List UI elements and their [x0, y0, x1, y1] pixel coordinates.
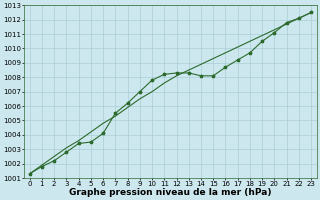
X-axis label: Graphe pression niveau de la mer (hPa): Graphe pression niveau de la mer (hPa): [69, 188, 272, 197]
